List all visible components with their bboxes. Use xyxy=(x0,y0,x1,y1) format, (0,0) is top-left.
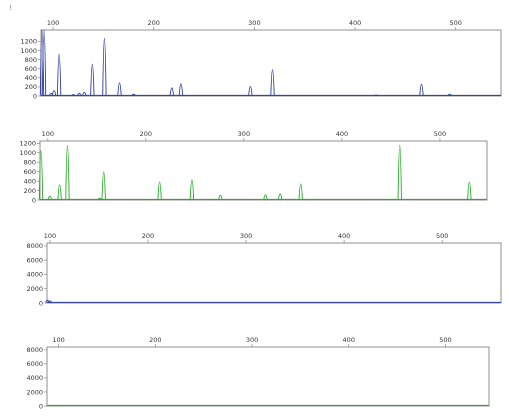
signal-peak xyxy=(397,145,402,200)
signal-peak xyxy=(248,85,253,96)
y-tick-label: 0 xyxy=(39,402,43,410)
x-tick-label: 300 xyxy=(240,232,252,240)
signal-peak xyxy=(169,87,175,96)
plot-frame xyxy=(39,140,488,201)
corner-mark: ! xyxy=(9,4,12,12)
signal-peak xyxy=(263,194,268,200)
y-tick-label: 8000 xyxy=(26,346,43,354)
plot-frame xyxy=(46,242,502,304)
signal-peak xyxy=(298,183,303,200)
x-tick-label: 400 xyxy=(343,336,355,344)
signal-peak xyxy=(117,82,122,96)
signal-peak xyxy=(41,29,47,96)
signal-peak xyxy=(71,94,76,96)
y-tick-label: 1000 xyxy=(19,149,36,157)
x-tick-label: 200 xyxy=(142,232,154,240)
y-tick-label: 6000 xyxy=(26,256,43,264)
signal-peak xyxy=(189,179,195,200)
y-tick-label: 2000 xyxy=(26,388,43,396)
x-tick-label: 400 xyxy=(336,130,348,138)
signal-peak xyxy=(47,300,53,303)
x-tick-label: 200 xyxy=(149,336,161,344)
signal-peak xyxy=(82,91,87,96)
y-tick-label: 800 xyxy=(24,159,36,167)
x-tick-label: 500 xyxy=(434,130,446,138)
signal-peak xyxy=(56,54,62,96)
signal-peak xyxy=(218,194,223,200)
x-tick-label: 400 xyxy=(338,232,350,240)
signal-peak xyxy=(97,197,102,200)
signal-peak xyxy=(51,90,57,96)
signal-peak xyxy=(278,193,283,200)
signal-peak xyxy=(270,69,275,96)
signal-peak xyxy=(178,83,184,96)
x-tick-label: 100 xyxy=(47,19,59,27)
signal-peak xyxy=(447,93,452,96)
signal-peak xyxy=(467,181,472,200)
signal-peak xyxy=(90,63,95,96)
x-tick-label: 500 xyxy=(449,19,461,27)
plot-frame xyxy=(46,346,490,407)
y-tick-label: 400 xyxy=(24,177,36,185)
x-tick-label: 100 xyxy=(52,336,64,344)
signal-peak xyxy=(102,38,107,96)
signal-peak xyxy=(38,149,44,200)
signal-peak xyxy=(157,181,162,200)
y-tick-label: 0 xyxy=(33,92,37,100)
x-tick-label: 200 xyxy=(140,130,152,138)
y-tick-label: 6000 xyxy=(26,360,43,368)
signal-peak xyxy=(57,184,62,200)
y-tick-label: 4000 xyxy=(26,271,43,279)
y-tick-label: 0 xyxy=(39,299,43,307)
y-tick-label: 400 xyxy=(25,74,37,82)
chart-panel-4: 100 200 300 400 500 0 2000 4000 6000 8000 xyxy=(26,336,490,410)
y-tick-label: 600 xyxy=(24,168,36,176)
signal-peak xyxy=(419,83,424,96)
x-tick-label: 500 xyxy=(436,232,448,240)
y-tick-label: 800 xyxy=(25,56,37,64)
signal-peak xyxy=(77,92,82,96)
x-tick-label: 400 xyxy=(349,19,361,27)
x-tick-label: 500 xyxy=(439,336,451,344)
chart-panel-3: 100 200 300 400 500 0 2000 4000 6000 8000 xyxy=(26,232,502,307)
y-tick-label: 200 xyxy=(25,83,37,91)
x-tick-label: 300 xyxy=(248,19,260,27)
signal-peak xyxy=(65,145,70,200)
x-tick-label: 100 xyxy=(44,232,56,240)
y-tick-label: 200 xyxy=(24,187,36,195)
x-tick-label: 300 xyxy=(246,336,258,344)
y-tick-label: 8000 xyxy=(26,242,43,250)
x-tick-label: 200 xyxy=(148,19,160,27)
x-tick-label: 300 xyxy=(238,130,250,138)
signal-peak xyxy=(131,93,136,96)
x-tick-label: 100 xyxy=(42,130,54,138)
y-tick-label: 0 xyxy=(32,196,36,204)
y-tick-label: 1200 xyxy=(19,140,36,148)
signal-peak xyxy=(39,29,45,96)
y-tick-label: 4000 xyxy=(26,374,43,382)
y-tick-label: 2000 xyxy=(26,285,43,293)
signal-peak xyxy=(47,195,52,200)
y-tick-label: 1000 xyxy=(20,47,37,55)
signal-peak xyxy=(101,171,106,200)
y-tick-label: 1200 xyxy=(20,38,37,46)
y-tick-label: 600 xyxy=(25,65,37,73)
